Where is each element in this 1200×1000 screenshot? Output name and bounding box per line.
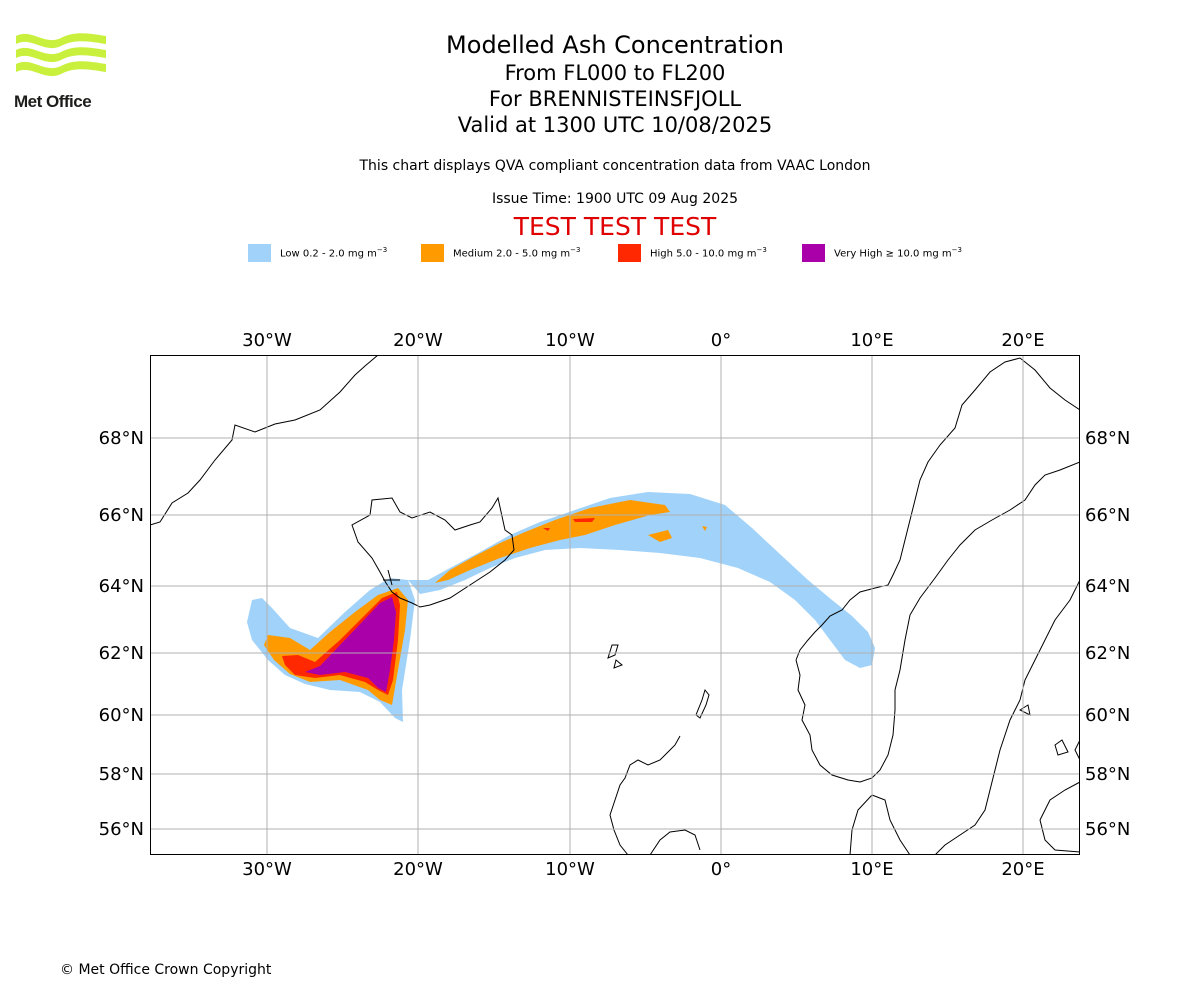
legend-label-medium: Medium 2.0 - 5.0 mg m−3 [453, 246, 581, 260]
lon-label-top-30w: 30°W [242, 330, 292, 351]
lat-label-right-58n: 58°N [1085, 764, 1130, 785]
ash-very-high-concentration [305, 597, 396, 692]
chart-title: Modelled Ash Concentration From FL000 to… [315, 30, 915, 138]
logo-text: Met Office [14, 92, 92, 111]
lat-label-right-62n: 62°N [1085, 643, 1130, 664]
legend-label-high: High 5.0 - 10.0 mg m−3 [650, 246, 767, 260]
lon-label-top-0: 0° [711, 330, 731, 351]
title-line-2: From FL000 to FL200 [504, 61, 726, 85]
copyright: © Met Office Crown Copyright [60, 962, 272, 978]
issue-time: Issue Time: 1900 UTC 09 Aug 2025 [491, 191, 739, 207]
lat-label-right-66n: 66°N [1085, 505, 1130, 526]
lon-label-bottom-0: 0° [711, 859, 731, 880]
met-office-logo: Met Office [14, 30, 108, 112]
coastlines [150, 355, 1080, 855]
title-line-4: Valid at 1300 UTC 10/08/2025 [457, 113, 773, 137]
lon-label-bottom-10e: 10°E [850, 859, 893, 880]
lon-label-top-20e: 20°E [1001, 330, 1044, 351]
legend-swatch-high [618, 244, 641, 262]
lat-label-left-58n: 58°N [99, 764, 144, 785]
lon-label-top-10e: 10°E [850, 330, 893, 351]
lon-label-bottom-20w: 20°W [393, 859, 443, 880]
gridlines [150, 355, 1080, 855]
lat-label-left-60n: 60°N [99, 705, 144, 726]
legend-label-very-high: Very High ≥ 10.0 mg m−3 [834, 246, 962, 260]
lat-label-right-60n: 60°N [1085, 705, 1130, 726]
lat-label-left-56n: 56°N [99, 819, 144, 840]
lat-label-left-62n: 62°N [99, 643, 144, 664]
wave-logo-icon [16, 33, 106, 77]
legend-swatch-low [248, 244, 271, 262]
legend-swatch-medium [421, 244, 444, 262]
test-banner: TEST TEST TEST [513, 212, 717, 241]
chart-description: This chart displays QVA compliant concen… [359, 158, 871, 174]
legend-label-low: Low 0.2 - 2.0 mg m−3 [280, 246, 388, 260]
lon-label-top-10w: 10°W [545, 330, 595, 351]
lon-label-bottom-10w: 10°W [545, 859, 595, 880]
lon-label-top-20w: 20°W [393, 330, 443, 351]
lon-label-bottom-20e: 20°E [1001, 859, 1044, 880]
map-frame [150, 355, 1080, 855]
lat-label-left-68n: 68°N [99, 428, 144, 449]
lat-label-left-66n: 66°N [99, 505, 144, 526]
lat-label-right-68n: 68°N [1085, 428, 1130, 449]
title-line-3: For BRENNISTEINSFJOLL [488, 87, 742, 111]
title-line-1: Modelled Ash Concentration [446, 31, 784, 59]
lat-label-left-64n: 64°N [99, 576, 144, 597]
legend-swatch-very-high [802, 244, 825, 262]
lat-label-right-56n: 56°N [1085, 819, 1130, 840]
lon-label-bottom-30w: 30°W [242, 859, 292, 880]
lat-label-right-64n: 64°N [1085, 576, 1130, 597]
